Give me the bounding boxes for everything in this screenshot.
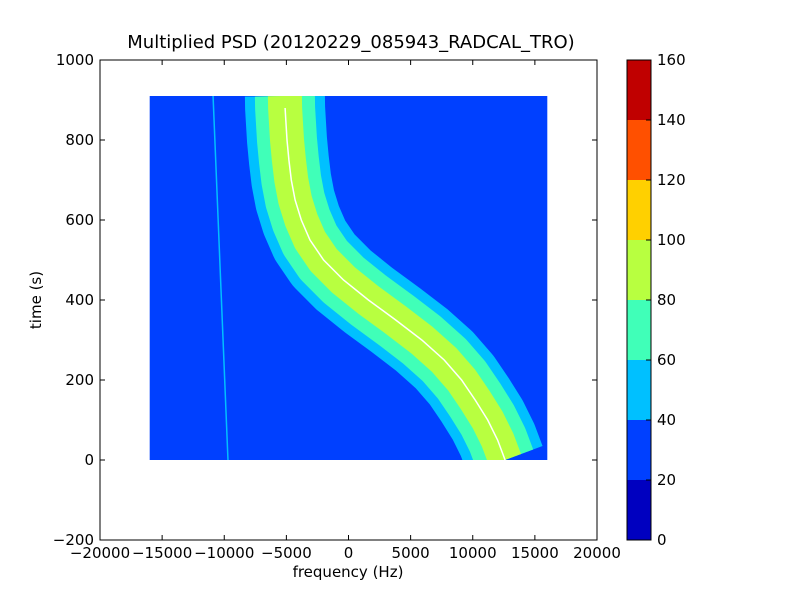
colorbar-tick-label: 140 bbox=[657, 111, 686, 129]
y-tick-label: −200 bbox=[53, 531, 94, 549]
y-tick-label: 200 bbox=[65, 371, 94, 389]
colorbar-tick-label: 60 bbox=[657, 351, 676, 369]
colorbar-tick-label: 160 bbox=[657, 51, 686, 69]
y-tick-label: 0 bbox=[84, 451, 94, 469]
x-axis-label: frequency (Hz) bbox=[293, 563, 404, 581]
colorbar-segment bbox=[627, 120, 651, 180]
colorbar-segment bbox=[627, 420, 651, 480]
y-tick-label: 400 bbox=[65, 291, 94, 309]
doppler-curve-line bbox=[284, 107, 506, 460]
colorbar-tick-label: 40 bbox=[657, 411, 676, 429]
chart-title: Multiplied PSD (20120229_085943_RADCAL_T… bbox=[127, 32, 574, 53]
y-tick-label: 600 bbox=[65, 211, 94, 229]
doppler-band bbox=[244, 96, 543, 460]
x-tick-label: −20000 bbox=[70, 544, 130, 562]
y-axis: −200 0 200 400 600 800 1000 bbox=[53, 51, 597, 549]
x-axis: −20000 −15000 −10000 −5000 0 5000 10000 15000 20… bbox=[70, 60, 621, 562]
x-tick-label: 0 bbox=[344, 544, 354, 562]
x-tick-label: 20000 bbox=[573, 544, 621, 562]
x-tick-label: −15000 bbox=[132, 544, 192, 562]
colorbar-tick-label: 20 bbox=[657, 471, 676, 489]
colorbar-segment bbox=[627, 180, 651, 240]
x-tick-label: −5000 bbox=[261, 544, 312, 562]
colorbar: 0 20 40 60 80 100 120 140 160 bbox=[626, 51, 686, 549]
carrier-line bbox=[212, 95, 229, 461]
x-tick-label: −10000 bbox=[194, 544, 254, 562]
y-tick-label: 1000 bbox=[56, 51, 94, 69]
colorbar-tick-label: 80 bbox=[657, 291, 676, 309]
x-tick-label: 10000 bbox=[449, 544, 497, 562]
x-tick-label: 15000 bbox=[511, 544, 559, 562]
plot-area bbox=[99, 59, 598, 541]
colorbar-segment bbox=[627, 60, 651, 120]
colorbar-tick-label: 100 bbox=[657, 231, 686, 249]
y-axis-label: time (s) bbox=[27, 271, 45, 329]
colorbar-tick-label: 0 bbox=[657, 531, 667, 549]
colorbar-tick-label: 120 bbox=[657, 171, 686, 189]
colorbar-segment bbox=[627, 480, 651, 540]
x-tick-label: 5000 bbox=[392, 544, 430, 562]
colorbar-segment bbox=[627, 240, 651, 300]
colorbar-segment bbox=[627, 300, 651, 360]
colorbar-segment bbox=[627, 360, 651, 420]
y-tick-label: 800 bbox=[65, 131, 94, 149]
